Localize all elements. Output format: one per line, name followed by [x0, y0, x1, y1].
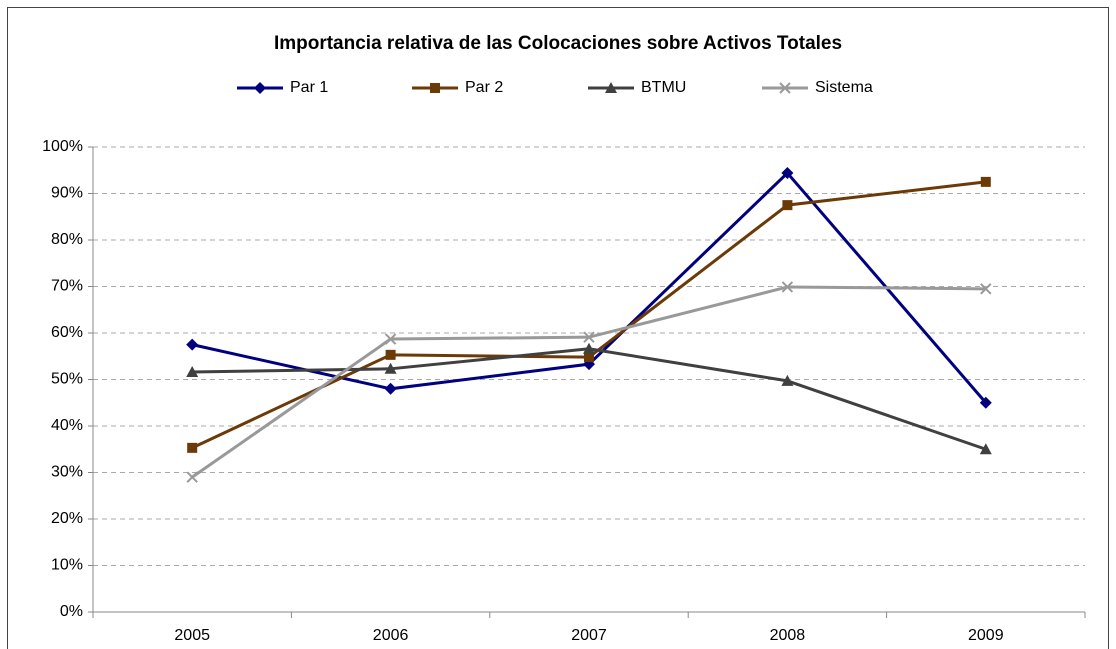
legend-label: Sistema: [815, 79, 873, 96]
marker: [781, 167, 794, 180]
x-tick-label: 2009: [968, 627, 1004, 644]
marker: [385, 349, 396, 360]
marker: [781, 281, 794, 293]
x-tick-label: 2007: [571, 627, 607, 644]
y-tick-label: 0%: [60, 603, 83, 620]
marker: [186, 366, 199, 378]
marker: [384, 382, 397, 395]
y-tick-label: 80%: [51, 231, 83, 248]
y-tick-label: 50%: [51, 371, 83, 388]
y-tick-label: 20%: [51, 510, 83, 527]
marker: [384, 362, 397, 374]
legend-label: Par 1: [290, 79, 328, 96]
marker: [980, 176, 991, 187]
y-tick-label: 100%: [42, 138, 83, 155]
marker: [187, 442, 198, 453]
y-tick-label: 90%: [51, 185, 83, 202]
marker: [782, 200, 793, 211]
marker: [186, 471, 198, 483]
y-tick-label: 10%: [51, 557, 83, 574]
legend-marker: [779, 82, 791, 94]
legend-marker: [605, 82, 617, 93]
y-tick-label: 40%: [51, 417, 83, 434]
marker: [583, 342, 595, 354]
marker: [584, 352, 594, 363]
y-tick-label: 30%: [51, 464, 83, 481]
chart-title: Importancia relativa de las Colocaciones…: [274, 33, 842, 54]
x-tick-label: 2006: [373, 627, 409, 644]
marker: [186, 338, 199, 351]
marker: [979, 396, 992, 409]
marker: [384, 333, 397, 345]
x-tick-label: 2005: [174, 627, 210, 644]
legend-marker: [430, 83, 440, 93]
marker: [781, 374, 794, 386]
legend-label: BTMU: [641, 79, 686, 96]
marker: [979, 443, 992, 455]
legend-marker: [254, 82, 266, 94]
marker: [980, 283, 992, 295]
y-tick-label: 60%: [51, 324, 83, 341]
legend-label: Par 2: [465, 79, 503, 96]
marker: [583, 331, 595, 343]
chart-border: [7, 7, 1109, 649]
y-tick-label: 70%: [51, 278, 83, 295]
x-tick-label: 2008: [770, 627, 806, 644]
